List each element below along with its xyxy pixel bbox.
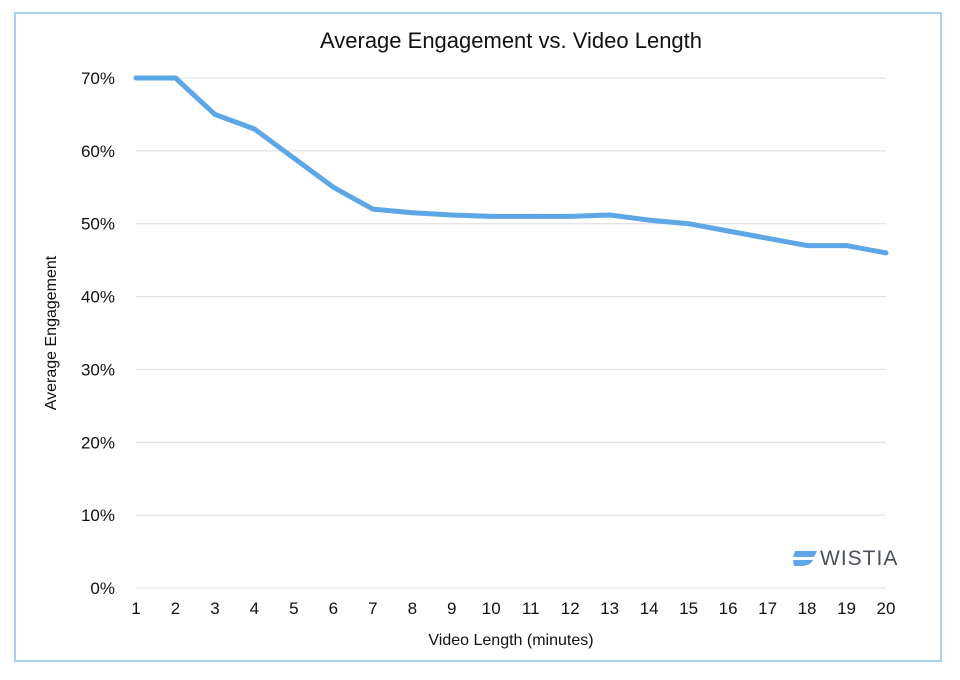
- x-tick-label: 8: [408, 599, 417, 618]
- data-point: [449, 212, 455, 218]
- data-point: [291, 155, 297, 161]
- x-tick-label: 5: [289, 599, 298, 618]
- data-point: [172, 75, 178, 81]
- y-tick-label: 70%: [81, 69, 115, 88]
- y-axis-ticks: 0% 10% 20% 30% 40% 50% 60% 70%: [81, 69, 115, 598]
- data-point: [844, 243, 850, 249]
- wistia-wordmark: WISTIA: [820, 547, 898, 570]
- x-axis-label: Video Length (minutes): [428, 632, 593, 649]
- data-point: [330, 184, 336, 190]
- x-tick-label: 6: [329, 599, 338, 618]
- data-point: [370, 206, 376, 212]
- data-point: [646, 217, 652, 223]
- x-tick-label: 20: [877, 599, 896, 618]
- x-tick-label: 14: [640, 599, 659, 618]
- x-tick-label: 19: [837, 599, 856, 618]
- x-tick-label: 10: [482, 599, 501, 618]
- x-tick-label: 17: [758, 599, 777, 618]
- x-tick-label: 1: [131, 599, 140, 618]
- wistia-logo: WISTIA: [793, 547, 898, 570]
- y-tick-label: 0%: [90, 579, 115, 598]
- data-point: [607, 212, 613, 218]
- wistia-icon: [793, 551, 817, 567]
- y-tick-label: 50%: [81, 215, 115, 234]
- x-tick-label: 2: [171, 599, 180, 618]
- data-point: [488, 213, 494, 219]
- data-point: [133, 75, 139, 81]
- x-tick-label: 12: [561, 599, 580, 618]
- data-point: [409, 210, 415, 216]
- x-tick-label: 16: [719, 599, 738, 618]
- gridlines: [136, 77, 886, 589]
- x-axis-ticks: 1 2 3 4 5 6 7 8 9 10 11 12 13 14 15 16 17 18 19 20: [131, 599, 895, 618]
- x-tick-label: 11: [522, 599, 540, 618]
- x-tick-label: 9: [447, 599, 456, 618]
- y-tick-label: 40%: [81, 288, 115, 307]
- series-group: [133, 75, 889, 256]
- x-tick-label: 3: [210, 599, 219, 618]
- y-tick-label: 30%: [81, 360, 115, 379]
- data-point: [251, 126, 257, 132]
- data-point: [765, 235, 771, 241]
- data-point: [883, 250, 889, 256]
- data-point: [567, 213, 573, 219]
- y-tick-label: 10%: [81, 506, 115, 525]
- y-tick-label: 60%: [81, 142, 115, 161]
- x-tick-label: 4: [250, 599, 259, 618]
- x-tick-label: 18: [798, 599, 817, 618]
- chart-title: Average Engagement vs. Video Length: [320, 28, 702, 53]
- chart-frame: [14, 12, 942, 662]
- x-tick-label: 7: [368, 599, 377, 618]
- data-point: [528, 213, 534, 219]
- x-tick-label: 13: [600, 599, 619, 618]
- data-point: [725, 228, 731, 234]
- y-tick-label: 20%: [81, 433, 115, 452]
- data-point: [804, 243, 810, 249]
- series-line: [136, 75, 887, 256]
- x-tick-label: 15: [679, 599, 698, 618]
- data-point: [686, 221, 692, 227]
- y-axis-label: Average Engagement: [43, 255, 60, 410]
- data-point: [212, 111, 218, 117]
